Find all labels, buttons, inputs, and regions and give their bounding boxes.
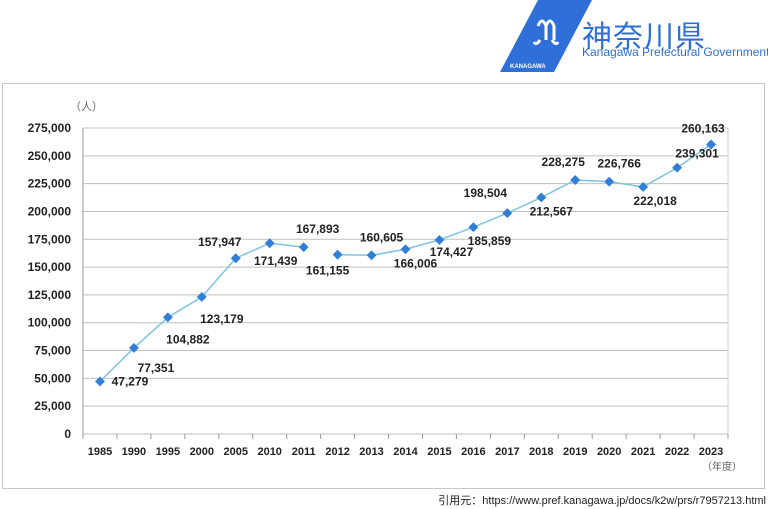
data-point [400, 244, 411, 255]
y-tick-label: 50,000 [34, 371, 71, 385]
data-point [536, 192, 547, 203]
data-point [128, 342, 139, 353]
y-tick-label: 100,000 [28, 316, 72, 330]
data-label: 171,439 [254, 254, 298, 268]
y-tick-label: 0 [64, 427, 71, 441]
data-point [434, 234, 445, 245]
data-point [706, 139, 716, 150]
data-label: 157,947 [198, 235, 242, 249]
logo-name-en: Kanagawa Prefectural Government [582, 45, 768, 59]
logo-badge-text: KANAGAWA [510, 64, 546, 70]
y-tick-label: 225,000 [28, 177, 72, 191]
x-tick-label: 1995 [156, 446, 180, 458]
x-tick-label: 2014 [393, 446, 418, 458]
data-label: 222,018 [633, 194, 677, 208]
data-point [502, 208, 513, 219]
y-tick-label: 125,000 [28, 288, 72, 302]
data-point [604, 176, 615, 187]
source-caption: 引用元：https://www.pref.kanagawa.jp/docs/k2… [438, 495, 766, 507]
data-label: 161,155 [306, 264, 350, 278]
data-point [264, 238, 275, 249]
data-label: 47,279 [112, 374, 149, 388]
x-tick-label: 2000 [190, 446, 214, 458]
data-point [366, 250, 377, 261]
y-tick-label: 175,000 [28, 232, 72, 246]
data-label: 167,893 [296, 222, 340, 236]
data-label: 160,605 [360, 230, 404, 244]
data-label: 104,882 [166, 332, 210, 346]
y-tick-label: 75,000 [34, 344, 71, 358]
data-label: 123,179 [200, 312, 244, 326]
data-label: 166,006 [394, 256, 438, 270]
x-tick-label: 2016 [461, 446, 485, 458]
y-tick-label: 25,000 [34, 399, 71, 413]
data-point [672, 162, 683, 173]
data-label: 198,504 [464, 186, 508, 200]
x-tick-label: 2015 [427, 446, 451, 458]
data-label: 239,301 [675, 147, 719, 161]
x-tick-label: 2011 [292, 446, 316, 458]
kanagawa-logo: KANAGAWA [500, 0, 592, 72]
data-point [638, 182, 649, 192]
y-tick-label: 250,000 [28, 149, 72, 163]
data-label: 174,427 [430, 245, 474, 259]
data-label: 226,766 [597, 157, 641, 171]
y-axis-unit: （人） [70, 100, 103, 113]
data-label: 260,163 [681, 122, 725, 136]
x-tick-label: 2005 [224, 446, 248, 458]
x-tick-label: 2010 [257, 446, 281, 458]
data-point [230, 253, 241, 264]
x-tick-label: 2018 [529, 446, 553, 458]
logo-name-jp: 神奈川県 [582, 20, 706, 55]
x-tick-label: 2019 [563, 446, 587, 458]
x-axis-unit: （年度） [702, 460, 742, 473]
x-tick-label: 2023 [699, 446, 723, 458]
x-tick-label: 2012 [325, 446, 349, 458]
x-tick-label: 1985 [88, 446, 112, 458]
y-tick-label: 275,000 [28, 121, 72, 135]
data-point [468, 222, 479, 233]
x-tick-label: 2013 [359, 446, 383, 458]
data-point [162, 312, 173, 323]
kanagawa-emblem-icon [532, 19, 560, 46]
x-tick-label: 2021 [631, 446, 655, 458]
data-label: 77,351 [138, 361, 175, 375]
x-tick-label: 2017 [495, 446, 519, 458]
x-tick-label: 2020 [597, 446, 621, 458]
data-label: 212,567 [530, 204, 574, 218]
y-tick-label: 200,000 [28, 204, 72, 218]
y-tick-label: 150,000 [28, 260, 72, 274]
data-point [298, 242, 309, 253]
data-point [570, 175, 581, 185]
data-point [196, 291, 207, 302]
series-line [337, 143, 712, 257]
chart-frame [2, 83, 765, 489]
x-tick-label: 1990 [122, 446, 146, 458]
data-point [332, 249, 343, 260]
data-label: 228,275 [542, 155, 586, 169]
x-tick-label: 2022 [665, 446, 689, 458]
data-label: 185,859 [468, 234, 512, 248]
